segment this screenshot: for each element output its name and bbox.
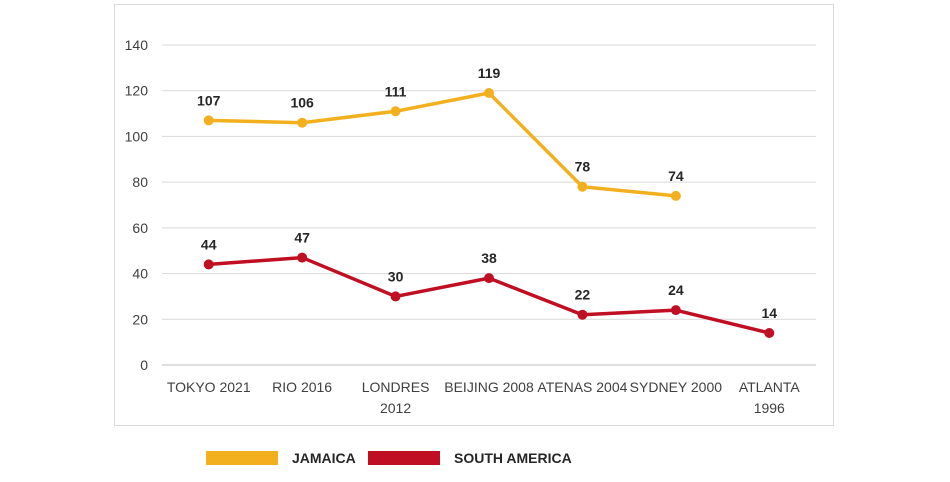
data-label-jamaica: 74 <box>668 168 684 184</box>
series-line-jamaica <box>208 91 677 198</box>
legend-swatch-jamaica <box>206 451 278 465</box>
legend-item-south-america: SOUTH AMERICA <box>368 446 572 470</box>
y-tick-label: 80 <box>132 174 148 190</box>
y-tick-label: 40 <box>132 266 148 282</box>
data-label-south-america: 30 <box>388 268 404 284</box>
data-label-south-america: 38 <box>481 250 497 266</box>
data-point-jamaica <box>390 106 401 117</box>
data-point-south-america <box>577 309 588 320</box>
y-tick-label: 100 <box>125 128 149 144</box>
data-point-south-america <box>670 305 681 316</box>
data-point-jamaica <box>577 181 588 192</box>
data-label-jamaica: 106 <box>290 95 314 111</box>
data-label-jamaica: 111 <box>385 83 407 99</box>
x-tick-label: TOKYO 2021 <box>167 379 251 395</box>
data-label-jamaica: 78 <box>575 159 591 175</box>
y-tick-label: 20 <box>132 311 148 327</box>
data-point-south-america <box>297 252 308 263</box>
data-label-south-america: 44 <box>201 236 217 252</box>
x-tick-label: ATENAS 2004 <box>537 379 627 395</box>
series-line-south-america <box>208 255 770 335</box>
data-point-jamaica <box>203 115 214 126</box>
legend-label-south-america: SOUTH AMERICA <box>454 450 572 466</box>
x-tick-label: LONDRES 2012 <box>362 379 430 416</box>
data-label-jamaica: 119 <box>478 65 501 81</box>
y-tick-label: 120 <box>125 83 149 99</box>
x-tick-label: RIO 2016 <box>272 379 332 395</box>
data-label-south-america: 22 <box>575 287 591 303</box>
data-point-south-america <box>390 291 401 302</box>
data-point-south-america <box>484 273 494 284</box>
x-tick-label: ATLANTA 1996 <box>739 379 801 416</box>
data-point-south-america <box>764 328 775 338</box>
y-tick-label: 0 <box>140 357 148 373</box>
data-point-south-america <box>203 259 214 270</box>
data-point-jamaica <box>670 190 681 201</box>
legend-swatch-south-america <box>368 451 440 465</box>
data-point-jamaica <box>484 88 494 98</box>
data-label-south-america: 24 <box>668 282 684 298</box>
legend-label-jamaica: JAMAICA <box>292 450 356 466</box>
chart-frame <box>114 4 834 426</box>
y-tick-label: 60 <box>132 220 148 236</box>
data-label-jamaica: 107 <box>197 92 221 108</box>
x-tick-label: BEIJING 2008 <box>444 379 534 395</box>
y-tick-label: 140 <box>125 37 149 53</box>
data-point-jamaica <box>297 117 308 128</box>
legend-item-jamaica: JAMAICA <box>206 446 356 470</box>
x-tick-label: SYDNEY 2000 <box>630 379 723 395</box>
data-label-south-america: 47 <box>294 230 310 246</box>
data-label-south-america: 14 <box>761 305 777 321</box>
